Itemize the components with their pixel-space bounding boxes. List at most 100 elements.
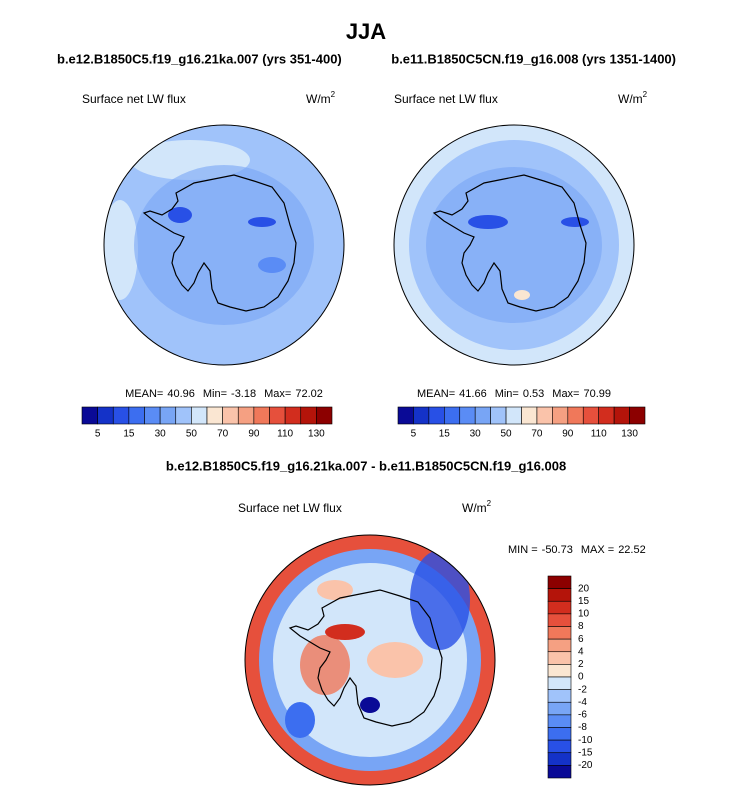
colorbar-box xyxy=(547,676,572,690)
map-field xyxy=(245,535,495,785)
colorbar-box xyxy=(567,406,584,425)
panel-label: Surface net LW flux xyxy=(82,92,186,106)
colorbar-box xyxy=(521,406,538,425)
colorbar-label: 5 xyxy=(411,429,417,440)
units-superscript: 2 xyxy=(331,90,336,99)
units-superscript: 2 xyxy=(643,90,648,99)
colorbar-label: 50 xyxy=(186,429,198,440)
colorbar-label: -10 xyxy=(578,735,593,746)
stat-max-label: Max= xyxy=(552,388,579,400)
stat-mean: 40.96 xyxy=(167,388,195,400)
units-base: W/m xyxy=(462,501,487,515)
map-field xyxy=(104,140,314,325)
colorbar-label: 15 xyxy=(123,429,135,440)
colorbar-box xyxy=(428,406,445,425)
colorbar-box xyxy=(547,689,572,703)
stat-min: 0.53 xyxy=(523,388,544,400)
colorbar-label: -6 xyxy=(578,710,587,721)
colorbar-label: 110 xyxy=(591,429,607,440)
stat-max-label: Max= xyxy=(264,388,291,400)
colorbar-box xyxy=(547,739,572,754)
colorbar-box xyxy=(547,714,572,728)
colorbar-box xyxy=(206,406,223,425)
colorbar-box xyxy=(552,406,569,425)
colorbar-box xyxy=(237,406,255,425)
colorbar-box xyxy=(547,651,572,665)
colorbar-label: 30 xyxy=(155,429,167,440)
colorbar-label: -8 xyxy=(578,722,587,733)
colorbar-box xyxy=(547,638,572,653)
colorbar-box xyxy=(284,406,302,425)
colorbar-box xyxy=(144,406,161,425)
colorbar-box xyxy=(547,752,572,766)
units-base: W/m xyxy=(306,92,331,106)
panel-label: Surface net LW flux xyxy=(394,92,498,106)
colorbar-label: -2 xyxy=(578,684,587,695)
units: W/m2 xyxy=(462,499,492,515)
stat-min-label: Min= xyxy=(203,388,227,400)
colorbar-label: 70 xyxy=(531,429,543,440)
colorbar-label: 0 xyxy=(578,672,584,683)
colorbar-label: 15 xyxy=(439,429,451,440)
stat-min-label: MIN = xyxy=(508,544,538,556)
colorbar-label: 10 xyxy=(578,609,590,620)
colorbar-box xyxy=(598,406,615,425)
stat-min: -50.73 xyxy=(542,544,573,556)
stat-max-label: MAX = xyxy=(581,544,614,556)
colorbar-box xyxy=(175,406,192,425)
colorbar-label: 90 xyxy=(562,429,574,440)
colorbar-box xyxy=(191,406,208,425)
colorbar-box xyxy=(547,600,572,615)
colorbar-box xyxy=(547,626,572,640)
colorbar-box xyxy=(613,406,630,425)
colorbar-box xyxy=(253,406,270,425)
map-panel-1 xyxy=(103,124,345,366)
stats: MEAN= 40.96 Min= -3.18 Max= 72.02 xyxy=(125,388,323,400)
colorbar-box xyxy=(505,406,522,425)
colorbar-label: 50 xyxy=(501,429,513,440)
colorbar-label: 130 xyxy=(308,429,325,440)
colorbar-label: 20 xyxy=(578,583,590,594)
colorbar-box xyxy=(112,406,130,425)
stat-max: 22.52 xyxy=(618,544,646,556)
map-difference xyxy=(244,534,496,786)
colorbar-box xyxy=(547,575,572,589)
difference-title: b.e12.B1850C5.f19_g16.21ka.007 - b.e11.B… xyxy=(166,458,566,473)
stat-max: 72.02 xyxy=(295,388,323,400)
colorbar-box xyxy=(582,406,599,425)
colorbar-label: 30 xyxy=(470,429,482,440)
colorbar-label: 6 xyxy=(578,634,584,645)
stats: MEAN= 41.66 Min= 0.53 Max= 70.99 xyxy=(417,388,611,400)
colorbar-label: 5 xyxy=(95,429,101,440)
colorbar-box xyxy=(316,406,333,425)
stats: MIN = -50.73 MAX = 22.52 xyxy=(508,544,646,556)
colorbar-box xyxy=(547,664,572,678)
units: W/m2 xyxy=(618,90,648,106)
colorbar-label: 90 xyxy=(248,429,260,440)
colorbar-label: 70 xyxy=(217,429,229,440)
units: W/m2 xyxy=(306,90,336,106)
colorbar-box xyxy=(536,406,553,425)
units-base: W/m xyxy=(618,92,643,106)
colorbar-label: 15 xyxy=(578,596,590,607)
colorbar-box xyxy=(547,765,572,779)
subtitle-right: b.e11.B1850C5CN.f19_g16.008 (yrs 1351-14… xyxy=(391,51,676,66)
stat-min: -3.18 xyxy=(231,388,256,400)
subtitle-left: b.e12.B1850C5.f19_g16.21ka.007 (yrs 351-… xyxy=(57,51,342,66)
stat-mean-label: MEAN= xyxy=(417,388,455,400)
colorbar-label: -15 xyxy=(578,747,593,758)
colorbar-label: -20 xyxy=(578,760,593,771)
colorbar-box xyxy=(128,406,145,425)
colorbar-box xyxy=(547,588,572,602)
colorbar-label: 110 xyxy=(277,429,293,440)
colorbar-label: 4 xyxy=(578,646,584,657)
map-panel-2 xyxy=(393,124,635,366)
units-superscript: 2 xyxy=(487,499,492,508)
colorbar-box xyxy=(300,406,317,425)
colorbar-box xyxy=(397,406,414,425)
stat-mean-label: MEAN= xyxy=(125,388,163,400)
colorbar-box xyxy=(459,406,476,425)
colorbar-box xyxy=(547,613,572,627)
figure-title: JJA xyxy=(346,19,386,44)
